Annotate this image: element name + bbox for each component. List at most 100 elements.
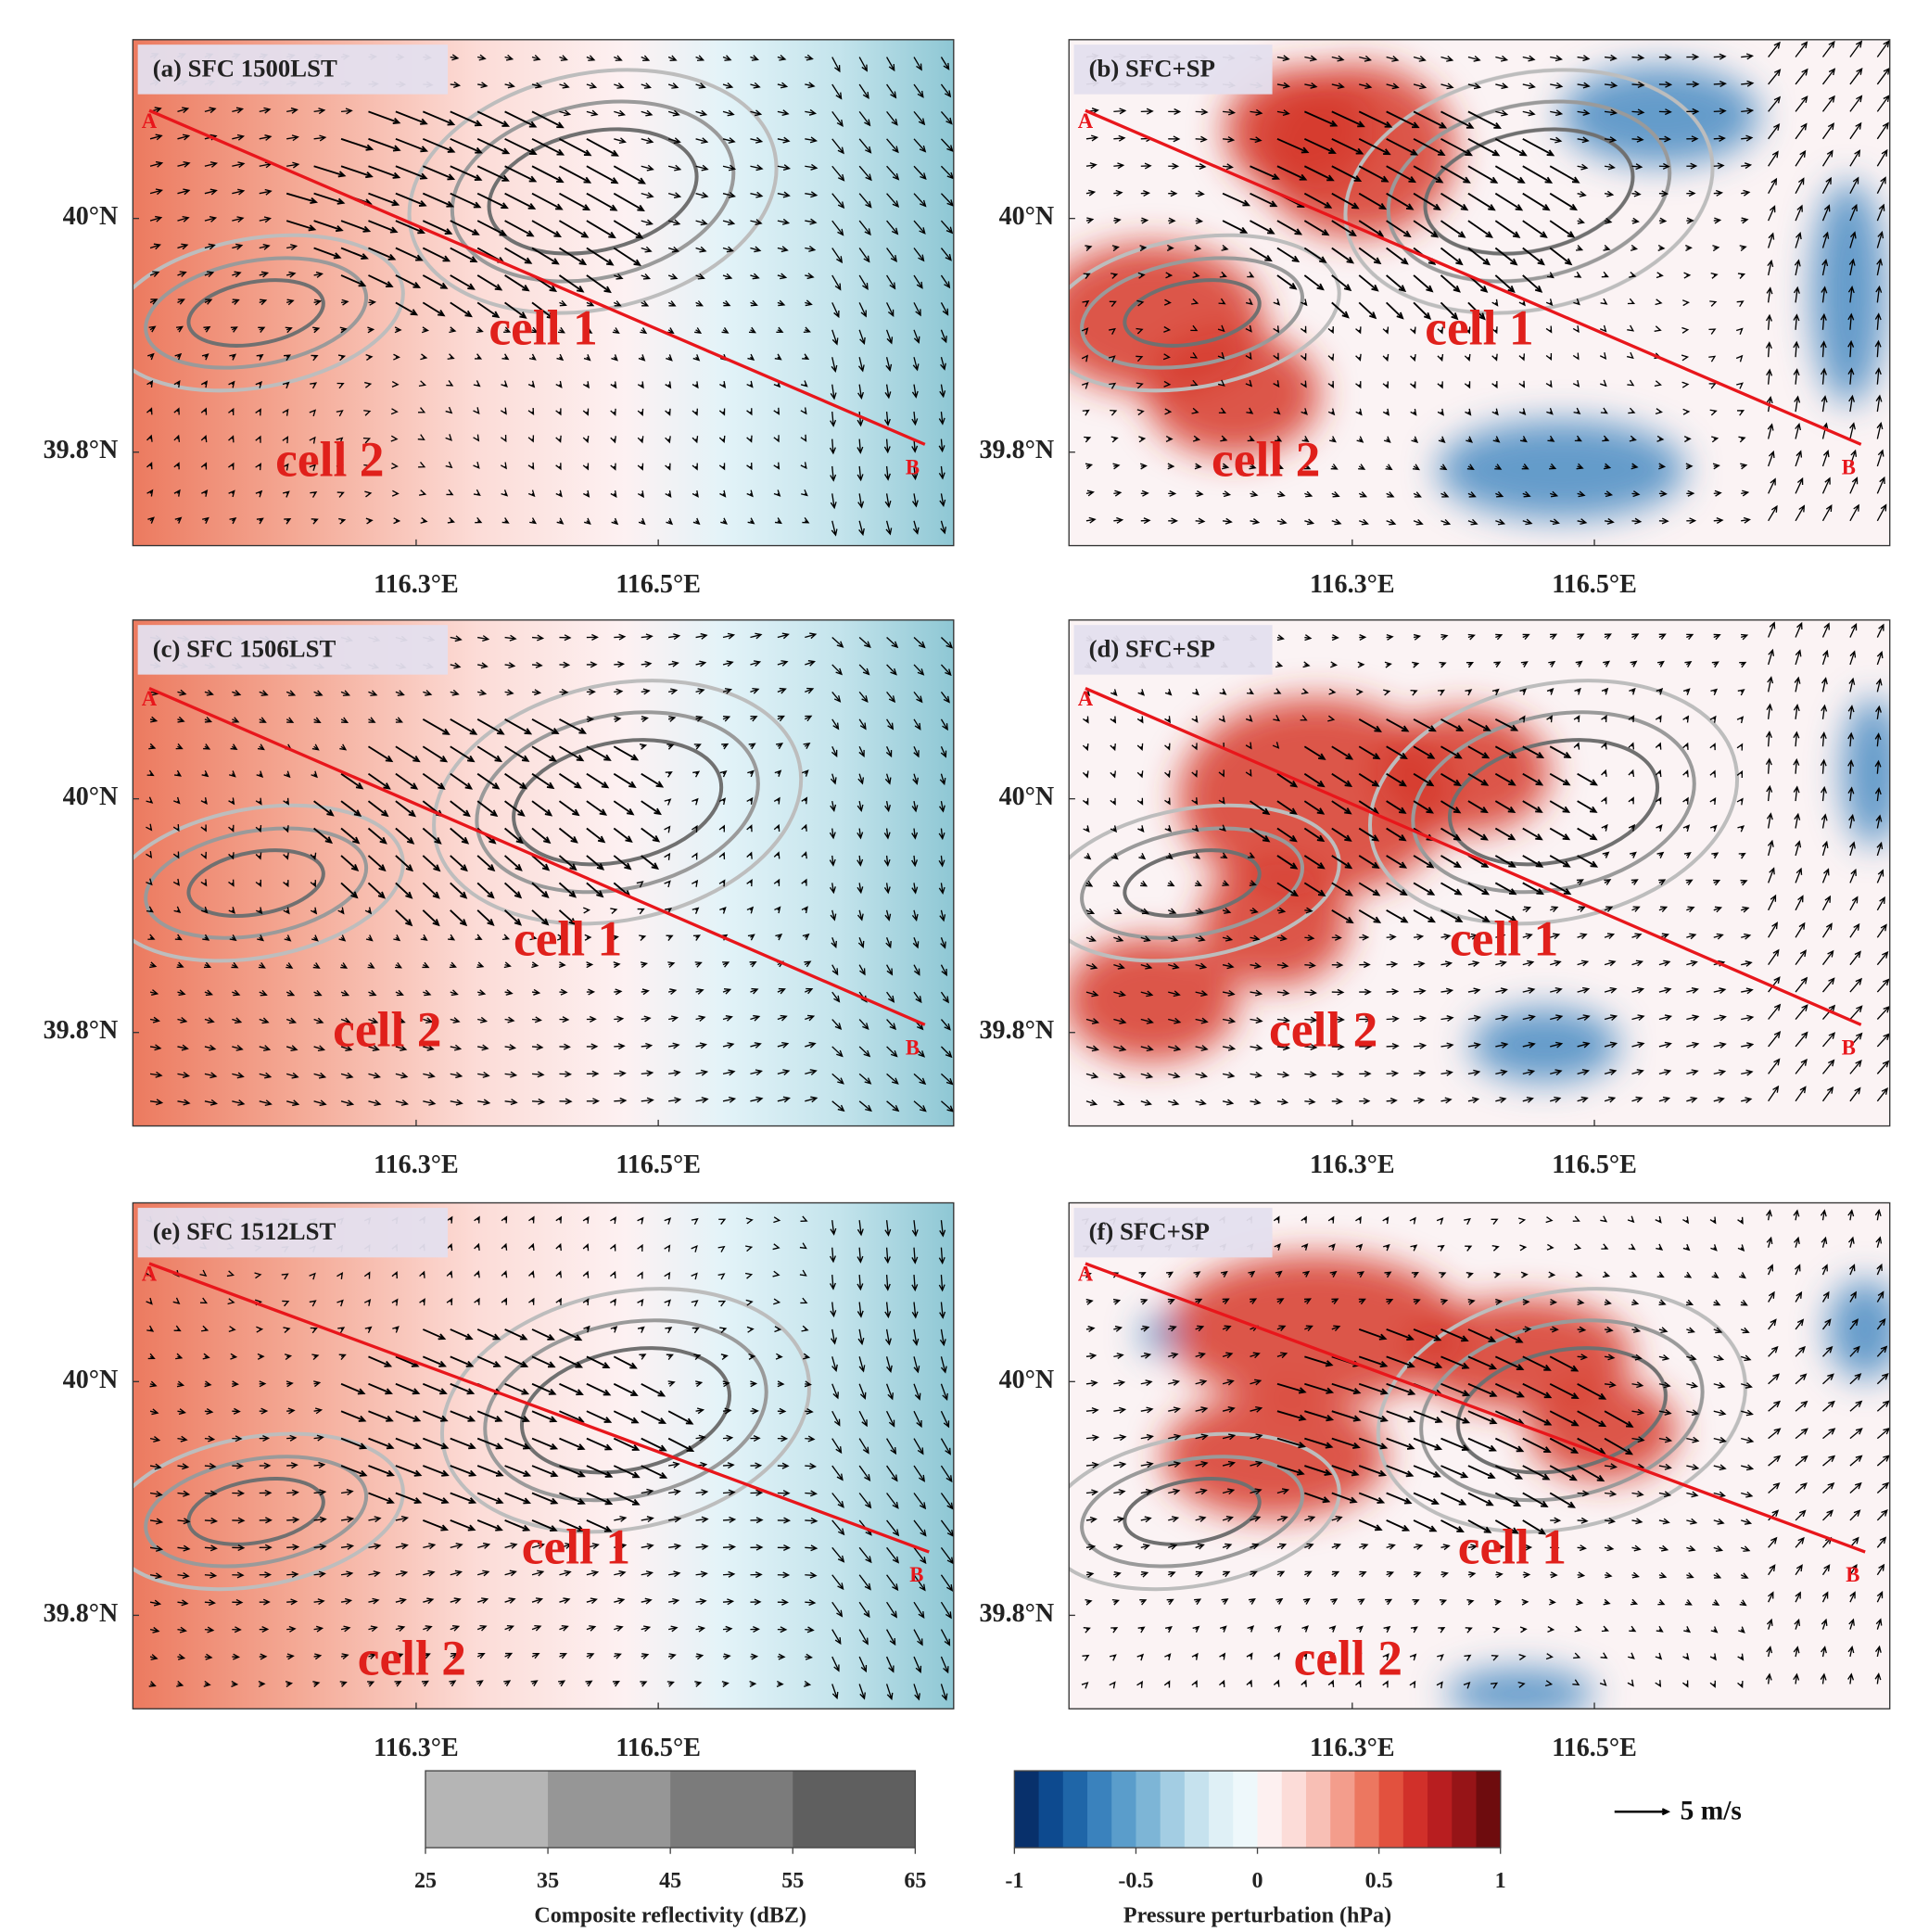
wind-arrow [1821, 977, 1835, 993]
cell-label: cell 2 [358, 1630, 466, 1685]
wind-arrow [885, 1684, 894, 1701]
panel-label: (c) SFC 1506LST [153, 634, 336, 662]
wind-arrow [336, 410, 344, 417]
wind-arrow [1574, 687, 1581, 695]
section-end: B [909, 1563, 923, 1586]
wind-arrow [722, 273, 733, 280]
wind-arrow [1491, 1655, 1499, 1661]
wind-arrow [1738, 1626, 1745, 1633]
wind-arrow [1658, 1381, 1671, 1389]
wind-arrow [503, 326, 512, 334]
wind-arrow [586, 961, 594, 969]
wind-arrow [1876, 121, 1889, 140]
wind-arrow [1849, 1032, 1863, 1048]
wind-arrow [911, 493, 919, 508]
wind-arrow [1795, 867, 1803, 883]
wind-arrow [204, 1544, 218, 1552]
wind-arrow [1194, 880, 1202, 886]
cross-section [1085, 686, 1862, 1026]
section-end: B [1842, 455, 1856, 478]
wind-arrow [1250, 1352, 1261, 1359]
wind-arrow [1331, 882, 1353, 896]
wind-arrow [339, 744, 348, 751]
wind-arrow [1330, 1598, 1339, 1605]
wind-arrow [1549, 1410, 1580, 1427]
lat-tick-label: 40°N [999, 1366, 1055, 1394]
wind-arrow [773, 878, 780, 886]
wind-arrow [1085, 908, 1096, 915]
wind-arrow [255, 381, 263, 388]
wind-arrow [1386, 1328, 1415, 1341]
wind-arrow [1495, 1069, 1508, 1076]
wind-arrow [641, 1070, 654, 1077]
wind-arrow [695, 1042, 708, 1049]
wind-arrow [1217, 379, 1225, 387]
wind-arrow [692, 907, 700, 914]
wind-arrow [1654, 380, 1662, 388]
wind-arrow [504, 989, 514, 996]
wind-arrow [722, 688, 733, 694]
wind-arrow [586, 827, 606, 844]
wind-arrow [1522, 220, 1548, 238]
wind-arrow [1110, 797, 1116, 806]
wind-arrow [668, 1543, 682, 1550]
wind-arrow [1630, 1598, 1639, 1606]
wind-arrow [504, 54, 514, 61]
wind-arrow [202, 934, 210, 941]
wind-arrow [610, 1270, 616, 1279]
wind-arrow [1494, 165, 1526, 184]
wind-arrow [1656, 660, 1665, 667]
wind-arrow [285, 989, 296, 997]
wind-arrow [1713, 906, 1723, 913]
wind-arrow [1684, 1599, 1693, 1606]
wind-arrow [1466, 1272, 1474, 1278]
wind-arrow [528, 353, 537, 361]
wind-arrow [1604, 490, 1614, 498]
wind-arrow [1766, 1236, 1773, 1248]
wind-arrow [1136, 1653, 1145, 1661]
wind-arrow [1191, 298, 1199, 305]
wind-arrow [395, 1099, 409, 1106]
wind-arrow [1304, 1325, 1313, 1331]
wind-arrow [1876, 1317, 1886, 1330]
wind-arrow [204, 1435, 216, 1443]
wind-arrow [1168, 135, 1181, 143]
wind-arrow [1168, 1488, 1181, 1495]
wind-arrow [1386, 165, 1417, 184]
wind-arrow [1768, 177, 1778, 194]
wind-arrow [281, 1273, 289, 1280]
wind-arrow [1491, 688, 1500, 696]
wind-arrow [1440, 800, 1462, 814]
wind-arrow [774, 517, 782, 525]
wind-arrow [559, 192, 591, 211]
wind-arrow [363, 1271, 371, 1279]
wind-arrow [1713, 1436, 1727, 1443]
wind-arrow [1547, 435, 1555, 442]
wind-arrow [1522, 1437, 1552, 1453]
wind-arrow [1709, 1680, 1716, 1688]
wind-arrow [1686, 1436, 1700, 1443]
wind-arrow [1195, 1325, 1205, 1332]
wind-arrow [313, 690, 324, 696]
wind-arrow [232, 1435, 243, 1443]
wind-arrow [1876, 40, 1890, 57]
wind-arrow [1328, 1625, 1337, 1633]
wind-arrow [747, 517, 755, 525]
wind-arrow [336, 1271, 344, 1279]
wind-arrow [1163, 325, 1172, 333]
wind-arrow [831, 691, 842, 703]
wind-arrow [1574, 1625, 1582, 1633]
wind-arrow [1140, 1570, 1149, 1578]
wind-arrow [1467, 745, 1491, 759]
wind-arrow [1331, 855, 1353, 870]
wind-arrow [1276, 165, 1308, 181]
wind-arrow [450, 718, 478, 735]
wind-arrow [1576, 1598, 1584, 1606]
wind-arrow [1736, 716, 1745, 724]
wind-arrow [1329, 436, 1337, 443]
wind-arrow [1709, 715, 1717, 723]
wind-arrow [204, 1599, 216, 1607]
wind-arrow [340, 1045, 353, 1052]
wind-arrow [1168, 935, 1179, 942]
